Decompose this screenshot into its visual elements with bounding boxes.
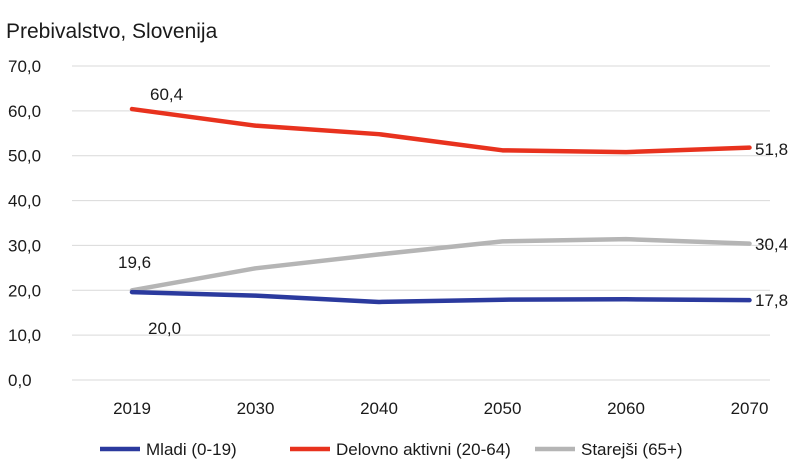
y-tick-label: 70,0 <box>8 57 41 76</box>
series-line <box>129 106 752 155</box>
legend: Mladi (0-19) Delovno aktivni (20-64) Stare… <box>100 440 683 459</box>
y-tick-label: 60,0 <box>8 102 41 121</box>
y-axis-ticks: 0,0 10,0 20,0 30,0 40,0 50,0 60,0 70,0 <box>8 57 41 390</box>
chart-title: Prebivalstvo, Slovenija <box>6 20 218 43</box>
series-line <box>129 236 752 293</box>
y-tick-label: 40,0 <box>8 192 41 211</box>
legend-label: Starejši (65+) <box>581 440 683 459</box>
data-label: 17,8 <box>755 291 788 310</box>
data-label: 30,4 <box>755 235 788 254</box>
series-layer <box>129 106 752 305</box>
data-label: 51,8 <box>755 140 788 159</box>
series-line <box>129 289 752 305</box>
grid-layer <box>72 65 770 381</box>
data-label: 20,0 <box>148 319 181 338</box>
y-tick-label: 30,0 <box>8 236 41 255</box>
y-tick-label: 50,0 <box>8 147 41 166</box>
legend-label: Mladi (0-19) <box>146 440 237 459</box>
x-tick-label: 2030 <box>237 399 275 418</box>
y-tick-label: 0,0 <box>8 371 32 390</box>
x-tick-label: 2070 <box>731 399 769 418</box>
data-label-layer: 60,4 51,8 19,6 30,4 20,0 17,8 <box>118 85 788 338</box>
data-label: 19,6 <box>118 253 151 272</box>
legend-label: Delovno aktivni (20-64) <box>336 440 511 459</box>
data-label: 60,4 <box>150 85 183 104</box>
x-tick-label: 2050 <box>484 399 522 418</box>
y-tick-label: 10,0 <box>8 326 41 345</box>
x-tick-label: 2060 <box>607 399 645 418</box>
x-tick-label: 2019 <box>113 399 151 418</box>
x-axis-ticks: 2019 2030 2040 2050 2060 2070 <box>113 399 768 418</box>
y-tick-label: 20,0 <box>8 281 41 300</box>
x-tick-label: 2040 <box>360 399 398 418</box>
